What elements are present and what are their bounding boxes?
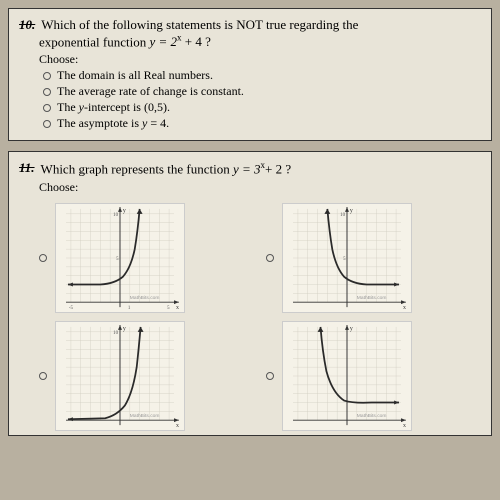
svg-text:1: 1 <box>128 306 131 311</box>
q11-choice-c[interactable]: y x 10 MathBits.com <box>39 321 254 431</box>
q10-choose: Choose: <box>39 52 481 67</box>
curve-a <box>68 209 140 285</box>
svg-text:MathBits.com: MathBits.com <box>357 295 387 301</box>
q11-choice-b[interactable]: y x 10 5 MathBits.com <box>266 203 481 313</box>
svg-text:y: y <box>123 326 126 332</box>
svg-text:y: y <box>123 208 126 214</box>
svg-text:x: x <box>403 305 406 311</box>
radio-icon <box>43 120 51 128</box>
radio-icon <box>43 88 51 96</box>
curve-b <box>327 209 399 285</box>
q10-line2: exponential function y = 2x + 4 ? <box>39 33 481 50</box>
opt-label: The y-intercept is (0,5). <box>57 100 170 115</box>
svg-text:x: x <box>176 423 179 429</box>
opt-label: The asymptote is y = 4. <box>57 116 169 131</box>
svg-text:y: y <box>350 326 353 332</box>
radio-icon <box>39 372 47 380</box>
watermark: MathBits.com <box>130 295 160 301</box>
radio-icon <box>266 372 274 380</box>
opt-label: The average rate of change is constant. <box>57 84 244 99</box>
q11-text: Which graph represents the function y = … <box>41 160 481 177</box>
radio-icon <box>39 254 47 262</box>
svg-text:10: 10 <box>113 330 118 335</box>
svg-text:5: 5 <box>116 257 119 262</box>
svg-text:5: 5 <box>167 306 170 311</box>
radio-icon <box>43 104 51 112</box>
q10-number: 10. <box>19 17 35 33</box>
q10-text-line1: Which of the following statements is NOT… <box>41 17 481 33</box>
q11-choice-d[interactable]: y x MathBits.com <box>266 321 481 431</box>
q10-header: 10. Which of the following statements is… <box>19 17 481 33</box>
radio-icon <box>43 72 51 80</box>
curve-d <box>320 327 399 403</box>
graph-b: y x 10 5 MathBits.com <box>282 203 412 313</box>
svg-text:y: y <box>350 208 353 214</box>
q10-opt-a[interactable]: The domain is all Real numbers. <box>43 68 481 83</box>
svg-text:MathBits.com: MathBits.com <box>130 413 160 419</box>
svg-text:-5: -5 <box>69 306 74 311</box>
q11-number: 11. <box>19 160 35 177</box>
radio-icon <box>266 254 274 262</box>
q10-opt-d[interactable]: The asymptote is y = 4. <box>43 116 481 131</box>
q11-choice-a[interactable]: y x 10 5 1 5 -5 MathBits.com <box>39 203 254 313</box>
q11-choose: Choose: <box>39 180 481 195</box>
q10-opt-c[interactable]: The y-intercept is (0,5). <box>43 100 481 115</box>
svg-text:10: 10 <box>340 212 345 217</box>
q11-graphs-grid: y x 10 5 1 5 -5 MathBits.com <box>39 203 481 431</box>
graph-c: y x 10 MathBits.com <box>55 321 185 431</box>
svg-text:x: x <box>403 423 406 429</box>
q11-header: 11. Which graph represents the function … <box>19 160 481 177</box>
q10-opt-b[interactable]: The average rate of change is constant. <box>43 84 481 99</box>
question-10-box: 10. Which of the following statements is… <box>8 8 492 141</box>
opt-label: The domain is all Real numbers. <box>57 68 213 83</box>
q10-options: The domain is all Real numbers. The aver… <box>43 68 481 131</box>
graph-a: y x 10 5 1 5 -5 MathBits.com <box>55 203 185 313</box>
graph-d: y x MathBits.com <box>282 321 412 431</box>
q10-text2: exponential function <box>39 34 146 49</box>
svg-text:x: x <box>176 305 179 311</box>
svg-text:5: 5 <box>343 257 346 262</box>
q10-expr: y = 2x + 4 ? <box>149 34 210 49</box>
svg-text:10: 10 <box>113 212 118 217</box>
question-11-box: 11. Which graph represents the function … <box>8 151 492 435</box>
svg-text:MathBits.com: MathBits.com <box>357 413 387 419</box>
